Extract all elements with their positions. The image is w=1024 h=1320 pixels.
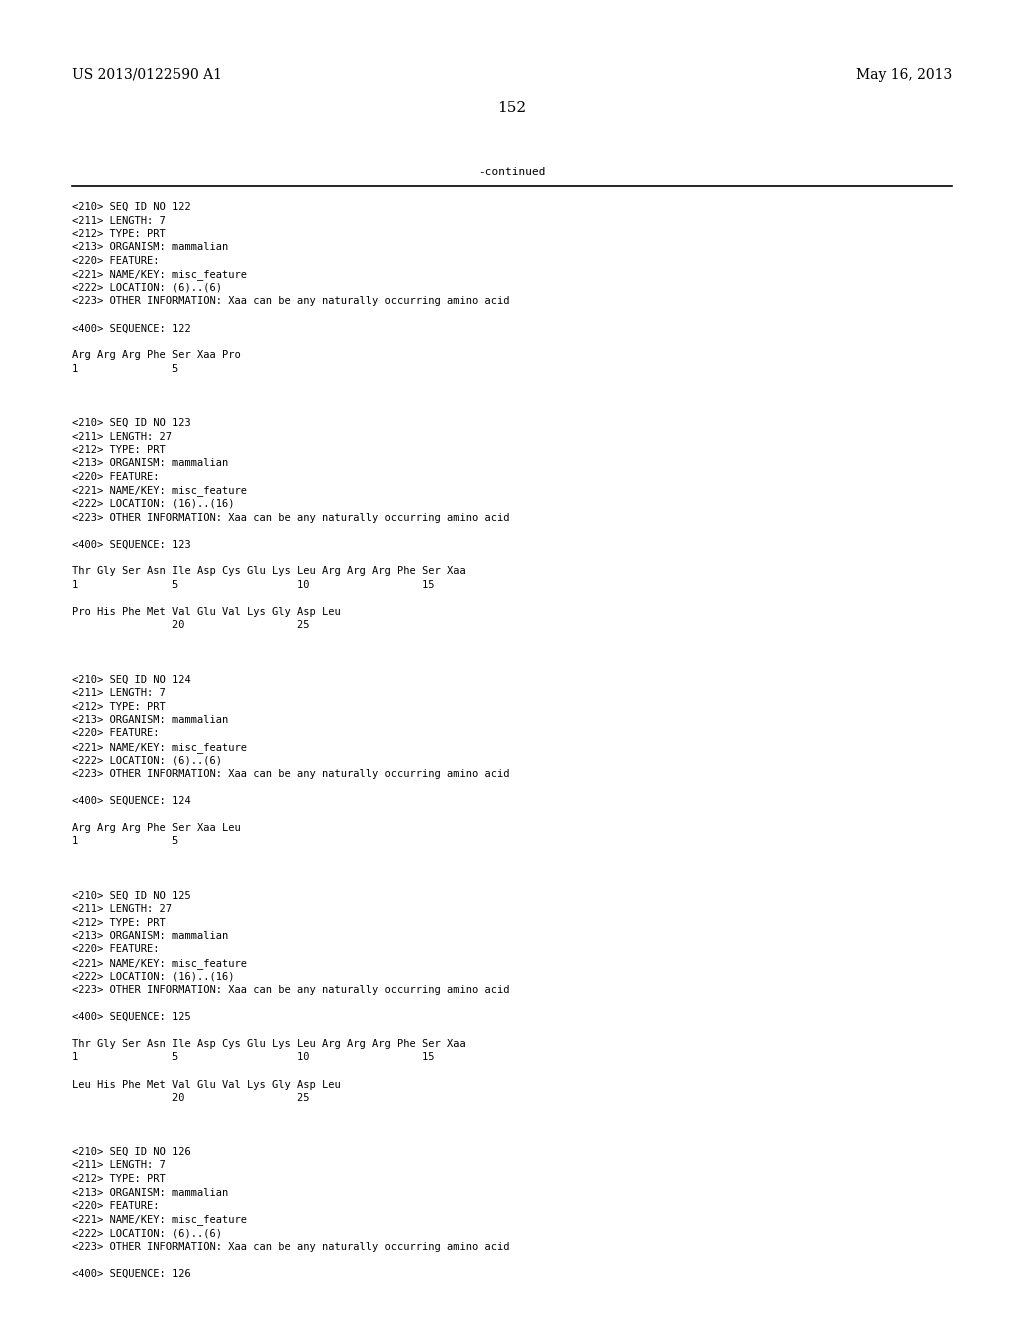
Text: May 16, 2013: May 16, 2013 (856, 69, 952, 82)
Text: <222> LOCATION: (6)..(6): <222> LOCATION: (6)..(6) (72, 755, 222, 766)
Text: Pro His Phe Met Val Glu Val Lys Gly Asp Leu: Pro His Phe Met Val Glu Val Lys Gly Asp … (72, 607, 341, 616)
Text: <223> OTHER INFORMATION: Xaa can be any naturally occurring amino acid: <223> OTHER INFORMATION: Xaa can be any … (72, 770, 510, 779)
Text: <221> NAME/KEY: misc_feature: <221> NAME/KEY: misc_feature (72, 958, 247, 969)
Text: <220> FEATURE:: <220> FEATURE: (72, 256, 160, 267)
Text: Leu His Phe Met Val Glu Val Lys Gly Asp Leu: Leu His Phe Met Val Glu Val Lys Gly Asp … (72, 1080, 341, 1089)
Text: <213> ORGANISM: mammalian: <213> ORGANISM: mammalian (72, 458, 228, 469)
Text: <210> SEQ ID NO 126: <210> SEQ ID NO 126 (72, 1147, 190, 1158)
Text: <212> TYPE: PRT: <212> TYPE: PRT (72, 917, 166, 928)
Text: <221> NAME/KEY: misc_feature: <221> NAME/KEY: misc_feature (72, 742, 247, 752)
Text: 20                  25: 20 25 (72, 1093, 309, 1104)
Text: <222> LOCATION: (16)..(16): <222> LOCATION: (16)..(16) (72, 499, 234, 510)
Text: <223> OTHER INFORMATION: Xaa can be any naturally occurring amino acid: <223> OTHER INFORMATION: Xaa can be any … (72, 1242, 510, 1251)
Text: <212> TYPE: PRT: <212> TYPE: PRT (72, 1173, 166, 1184)
Text: <400> SEQUENCE: 122: <400> SEQUENCE: 122 (72, 323, 190, 334)
Text: <210> SEQ ID NO 125: <210> SEQ ID NO 125 (72, 891, 190, 900)
Text: <221> NAME/KEY: misc_feature: <221> NAME/KEY: misc_feature (72, 269, 247, 280)
Text: <400> SEQUENCE: 124: <400> SEQUENCE: 124 (72, 796, 190, 807)
Text: <211> LENGTH: 27: <211> LENGTH: 27 (72, 904, 172, 913)
Text: 1               5                   10                  15: 1 5 10 15 (72, 1052, 434, 1063)
Text: <400> SEQUENCE: 125: <400> SEQUENCE: 125 (72, 1012, 190, 1022)
Text: <210> SEQ ID NO 122: <210> SEQ ID NO 122 (72, 202, 190, 213)
Text: <223> OTHER INFORMATION: Xaa can be any naturally occurring amino acid: <223> OTHER INFORMATION: Xaa can be any … (72, 985, 510, 995)
Text: 1               5: 1 5 (72, 364, 178, 374)
Text: <213> ORGANISM: mammalian: <213> ORGANISM: mammalian (72, 715, 228, 725)
Text: Arg Arg Arg Phe Ser Xaa Leu: Arg Arg Arg Phe Ser Xaa Leu (72, 822, 241, 833)
Text: <213> ORGANISM: mammalian: <213> ORGANISM: mammalian (72, 1188, 228, 1197)
Text: <212> TYPE: PRT: <212> TYPE: PRT (72, 701, 166, 711)
Text: <222> LOCATION: (16)..(16): <222> LOCATION: (16)..(16) (72, 972, 234, 982)
Text: <220> FEATURE:: <220> FEATURE: (72, 729, 160, 738)
Text: <213> ORGANISM: mammalian: <213> ORGANISM: mammalian (72, 931, 228, 941)
Text: <210> SEQ ID NO 124: <210> SEQ ID NO 124 (72, 675, 190, 685)
Text: <221> NAME/KEY: misc_feature: <221> NAME/KEY: misc_feature (72, 486, 247, 496)
Text: -continued: -continued (478, 168, 546, 177)
Text: <220> FEATURE:: <220> FEATURE: (72, 473, 160, 482)
Text: <213> ORGANISM: mammalian: <213> ORGANISM: mammalian (72, 243, 228, 252)
Text: <211> LENGTH: 7: <211> LENGTH: 7 (72, 215, 166, 226)
Text: US 2013/0122590 A1: US 2013/0122590 A1 (72, 69, 222, 82)
Text: <222> LOCATION: (6)..(6): <222> LOCATION: (6)..(6) (72, 1228, 222, 1238)
Text: 1               5: 1 5 (72, 837, 178, 846)
Text: <223> OTHER INFORMATION: Xaa can be any naturally occurring amino acid: <223> OTHER INFORMATION: Xaa can be any … (72, 512, 510, 523)
Text: <212> TYPE: PRT: <212> TYPE: PRT (72, 445, 166, 455)
Text: <221> NAME/KEY: misc_feature: <221> NAME/KEY: misc_feature (72, 1214, 247, 1225)
Text: Thr Gly Ser Asn Ile Asp Cys Glu Lys Leu Arg Arg Arg Phe Ser Xaa: Thr Gly Ser Asn Ile Asp Cys Glu Lys Leu … (72, 1039, 466, 1049)
Text: Thr Gly Ser Asn Ile Asp Cys Glu Lys Leu Arg Arg Arg Phe Ser Xaa: Thr Gly Ser Asn Ile Asp Cys Glu Lys Leu … (72, 566, 466, 577)
Text: <212> TYPE: PRT: <212> TYPE: PRT (72, 228, 166, 239)
Text: <220> FEATURE:: <220> FEATURE: (72, 1201, 160, 1210)
Text: <220> FEATURE:: <220> FEATURE: (72, 945, 160, 954)
Text: <210> SEQ ID NO 123: <210> SEQ ID NO 123 (72, 418, 190, 428)
Text: 20                  25: 20 25 (72, 620, 309, 631)
Text: <211> LENGTH: 7: <211> LENGTH: 7 (72, 1160, 166, 1171)
Text: <211> LENGTH: 7: <211> LENGTH: 7 (72, 688, 166, 698)
Text: <400> SEQUENCE: 123: <400> SEQUENCE: 123 (72, 540, 190, 549)
Text: <222> LOCATION: (6)..(6): <222> LOCATION: (6)..(6) (72, 282, 222, 293)
Text: 152: 152 (498, 102, 526, 115)
Text: 1               5                   10                  15: 1 5 10 15 (72, 579, 434, 590)
Text: <211> LENGTH: 27: <211> LENGTH: 27 (72, 432, 172, 441)
Text: Arg Arg Arg Phe Ser Xaa Pro: Arg Arg Arg Phe Ser Xaa Pro (72, 351, 241, 360)
Text: <400> SEQUENCE: 126: <400> SEQUENCE: 126 (72, 1269, 190, 1279)
Text: <223> OTHER INFORMATION: Xaa can be any naturally occurring amino acid: <223> OTHER INFORMATION: Xaa can be any … (72, 297, 510, 306)
